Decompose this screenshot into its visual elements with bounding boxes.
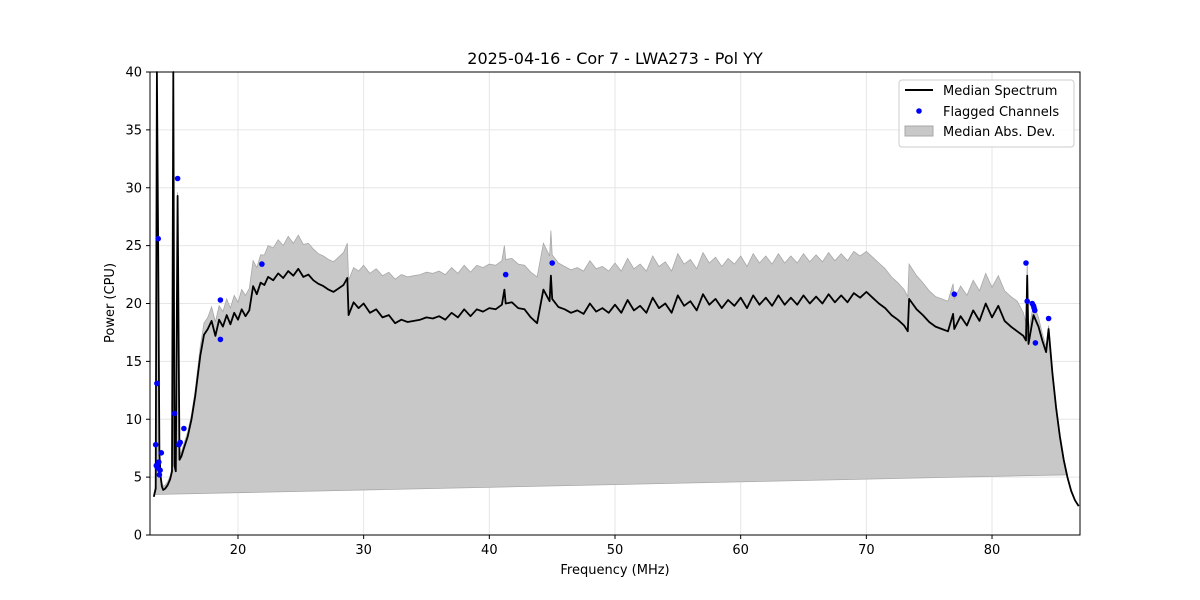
y-tick-label: 15 xyxy=(125,355,142,370)
legend-flagged-label: Flagged Channels xyxy=(943,105,1059,120)
flagged-point xyxy=(156,459,162,465)
flagged-point xyxy=(174,175,181,182)
x-tick-label: 20 xyxy=(230,543,247,558)
x-tick-label: 40 xyxy=(481,543,498,558)
y-tick-label: 25 xyxy=(125,239,142,254)
flagged-point xyxy=(217,297,224,303)
flagged-point xyxy=(157,467,163,474)
legend-box xyxy=(898,79,1075,148)
flagged-point xyxy=(502,271,509,278)
chart-title: 2025-04-16 - Cor 7 - LWA273 - Pol YY xyxy=(467,49,763,68)
median-line-layer xyxy=(152,71,1080,507)
y-tick-label: 30 xyxy=(125,181,142,196)
legend-flagged-dot-icon xyxy=(916,108,922,114)
x-tick-label: 30 xyxy=(355,543,372,558)
legend-mad-patch-icon xyxy=(904,125,934,137)
flagged-point xyxy=(951,291,958,298)
y-axis-label: Power (CPU) xyxy=(103,263,118,343)
x-tick-label: 60 xyxy=(732,543,749,558)
flagged-point xyxy=(1024,298,1030,305)
flagged-point xyxy=(156,472,163,478)
y-tick-label: 40 xyxy=(125,66,142,81)
x-tick-label: 50 xyxy=(607,543,624,558)
flagged-point xyxy=(155,235,161,242)
flagged-points-layer xyxy=(152,175,1052,478)
flagged-point xyxy=(1023,260,1029,266)
flagged-point xyxy=(1045,315,1052,322)
flagged-point xyxy=(259,261,265,267)
mad-band xyxy=(153,71,1068,495)
flagged-point xyxy=(154,380,160,387)
x-tick-label: 70 xyxy=(858,543,875,558)
flagged-point xyxy=(217,336,224,343)
y-tick-label: 20 xyxy=(125,297,142,312)
flagged-point xyxy=(1032,340,1039,346)
y-tick-label: 10 xyxy=(125,413,142,428)
flagged-point xyxy=(181,425,187,432)
flagged-point xyxy=(158,450,165,456)
flagged-point xyxy=(549,260,555,266)
mad-band-layer xyxy=(153,71,1068,495)
x-tick-label: 80 xyxy=(984,543,1001,558)
legend: Median Spectrum Flagged Channels Median … xyxy=(898,79,1075,148)
flagged-point xyxy=(1032,307,1038,314)
flagged-point xyxy=(152,441,159,448)
axis-ticks: 20 30 40 50 60 70 80 0 5 10 15 20 25 30 35 40 xyxy=(125,66,1000,559)
y-tick-label: 0 xyxy=(134,529,142,544)
x-axis-label: Frequency (MHz) xyxy=(560,563,669,578)
flagged-point xyxy=(177,439,183,446)
legend-mad-label: Median Abs. Dev. xyxy=(943,125,1055,140)
y-tick-label: 35 xyxy=(125,123,142,138)
legend-median-label: Median Spectrum xyxy=(943,84,1057,99)
median-spectrum-line xyxy=(152,71,1080,507)
flagged-point xyxy=(171,410,178,417)
y-tick-label: 5 xyxy=(134,471,142,486)
